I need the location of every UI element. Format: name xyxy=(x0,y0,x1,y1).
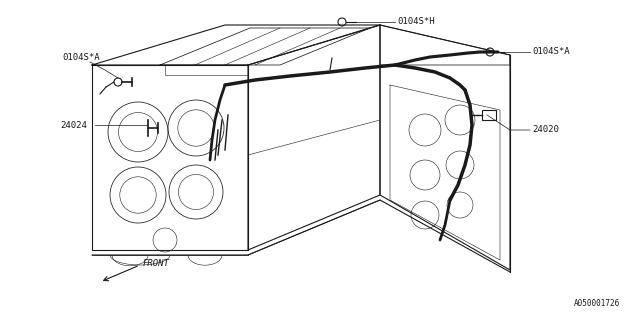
Bar xyxy=(482,110,496,120)
Text: 0104S*A: 0104S*A xyxy=(62,53,100,62)
Text: FRONT: FRONT xyxy=(143,259,170,268)
Text: 24024: 24024 xyxy=(60,121,87,130)
Text: 0104S*A: 0104S*A xyxy=(532,47,570,57)
Text: 0104S*H: 0104S*H xyxy=(397,18,435,27)
Text: 24020: 24020 xyxy=(532,125,559,134)
Text: A050001726: A050001726 xyxy=(573,299,620,308)
